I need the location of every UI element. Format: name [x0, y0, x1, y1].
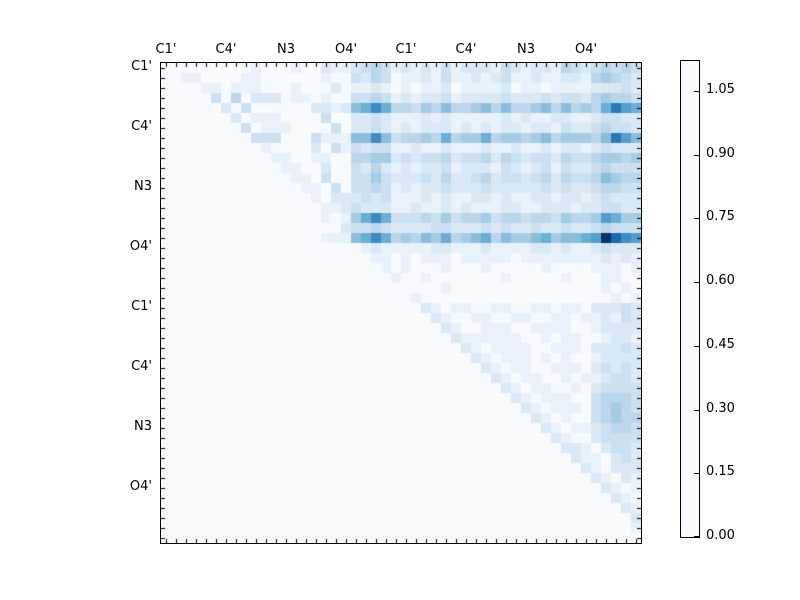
colorbar-tick	[694, 90, 699, 92]
colorbar-tick	[694, 218, 699, 220]
colorbar-tick-label: 0.00	[706, 528, 735, 543]
colorbar-tick-label: 0.45	[706, 336, 735, 352]
y-tick-label: O4'	[129, 479, 152, 494]
y-tick-label: N3	[134, 419, 152, 434]
x-tick-label: O4'	[574, 42, 598, 57]
colorbar-tick	[694, 282, 699, 283]
y-tick-label: C4'	[131, 359, 152, 374]
colorbar-tick	[694, 154, 699, 156]
y-tick-label: C1'	[131, 299, 152, 314]
heatmap-canvas	[161, 63, 641, 543]
x-tick-label: C4'	[215, 42, 237, 57]
colorbar-tick-label: 0.75	[706, 209, 735, 225]
x-tick-label: C1'	[395, 42, 417, 57]
colorbar-tick	[694, 345, 699, 347]
x-tick-label: N3	[277, 42, 295, 57]
x-tick-label: C4'	[455, 42, 477, 57]
colorbar-tick-label: 0.15	[706, 464, 735, 480]
colorbar-tick-label: 0.60	[706, 273, 735, 288]
y-tick-label: C4'	[131, 119, 152, 134]
colorbar-tick	[694, 409, 699, 411]
colorbar-tick	[694, 536, 699, 537]
colorbar-tick	[694, 473, 699, 475]
heatmap-plot	[160, 62, 642, 544]
x-tick-label: N3	[517, 42, 535, 57]
colorbar	[680, 60, 700, 538]
y-tick-label: O4'	[129, 239, 152, 254]
colorbar-tick-label: 0.30	[706, 400, 735, 416]
x-tick-label: O4'	[334, 42, 358, 57]
colorbar-tick-label: 0.90	[706, 145, 735, 161]
y-tick-label: N3	[134, 179, 152, 194]
x-tick-label: C1'	[155, 42, 177, 57]
colorbar-tick-label: 1.05	[706, 81, 735, 97]
y-tick-label: C1'	[131, 59, 152, 74]
